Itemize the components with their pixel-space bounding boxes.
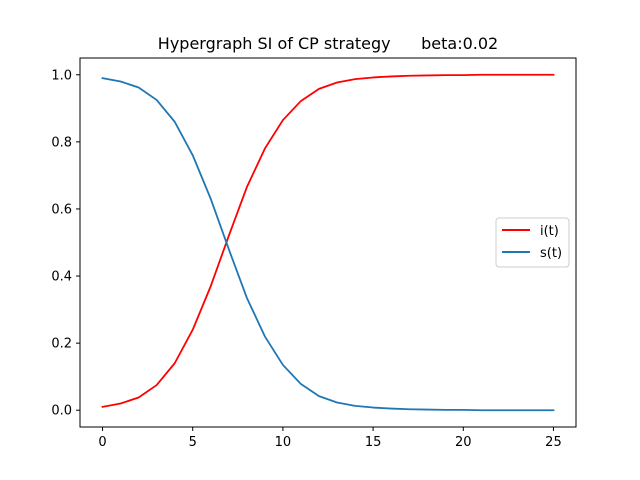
x-tick-label: 0 — [98, 435, 106, 450]
x-tick-label: 20 — [455, 435, 472, 450]
legend-label-0: i(t) — [540, 224, 559, 239]
x-axis: 0 5 10 15 20 25 — [98, 427, 562, 450]
series-layer — [101, 73, 555, 412]
legend-label-1: s(t) — [540, 246, 562, 261]
y-tick-label: 0.2 — [51, 337, 72, 352]
series-line-1 — [101, 77, 555, 412]
y-axis: 0.0 0.2 0.4 0.6 0.8 1.0 — [51, 68, 80, 419]
plot-frame — [79, 57, 577, 428]
chart-title: Hypergraph SI of CP strategy beta:0.02 — [158, 34, 498, 53]
x-tick-label: 10 — [275, 435, 292, 450]
x-tick-label: 25 — [545, 435, 562, 450]
y-tick-label: 0.4 — [51, 270, 72, 285]
y-tick-label: 1.0 — [51, 68, 72, 83]
x-tick-label: 15 — [365, 435, 382, 450]
x-tick-label: 5 — [189, 435, 197, 450]
series-line-0 — [101, 73, 555, 408]
y-tick-label: 0.8 — [51, 135, 72, 150]
y-tick-label: 0.6 — [51, 202, 72, 217]
legend: i(t) s(t) — [495, 217, 570, 268]
y-tick-label: 0.0 — [51, 404, 72, 419]
